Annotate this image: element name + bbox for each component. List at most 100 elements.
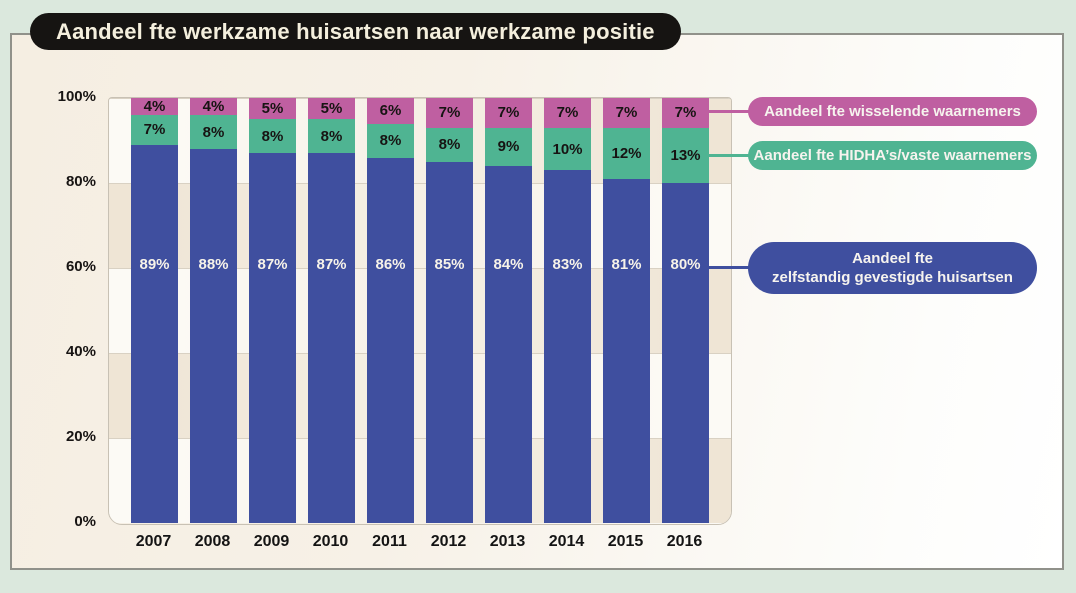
x-tick-label-2007: 2007 xyxy=(135,533,172,550)
legend-pill-hidha: Aandeel fte HIDHA’s/vaste waarnemers xyxy=(748,141,1037,170)
bar-segment-pink-2011: 6% xyxy=(367,98,414,124)
bar-segment-blue-2016 xyxy=(662,183,709,523)
bars-container: 4% 7% 89% 4% 8% 88% 5% 8% 87% 5% 8% 87% 6% 8% 86% 7% 8% 8… xyxy=(109,98,731,523)
segment-value-label: 81% xyxy=(611,256,642,273)
legend-pill-wisselende: Aandeel fte wisselende waarnemers xyxy=(748,97,1037,126)
legend-label-wisselende: Aandeel fte wisselende waarnemers xyxy=(764,103,1021,120)
segment-value-label: 8% xyxy=(379,132,402,149)
bar-segment-green-2015: 12% xyxy=(603,127,650,179)
bar-group-2008: 4% 8% 88% xyxy=(190,98,237,523)
x-tick-label-2010: 2010 xyxy=(312,533,349,550)
bar-segment-pink-2015: 7% xyxy=(603,98,650,128)
segment-value-label: 89% xyxy=(139,256,170,273)
x-tick-label-2016: 2016 xyxy=(666,533,703,550)
segment-value-label: 87% xyxy=(257,256,288,273)
segment-value-label: 5% xyxy=(261,100,284,118)
segment-value-label: 86% xyxy=(375,256,406,273)
segment-value-label: 84% xyxy=(493,256,524,273)
y-tick-label: 60% xyxy=(65,258,96,275)
segment-value-label: 5% xyxy=(320,100,343,118)
x-tick-label-2009: 2009 xyxy=(253,533,290,550)
segment-value-label: 4% xyxy=(143,98,166,115)
bar-group-2011: 6% 8% 86% xyxy=(367,98,414,523)
segment-value-label: 7% xyxy=(438,104,461,122)
segment-value-label: 8% xyxy=(261,127,284,145)
bar-segment-blue-2015 xyxy=(603,178,650,523)
segment-value-label: 88% xyxy=(198,256,229,273)
chart-title: Aandeel fte werkzame huisartsen naar wer… xyxy=(56,18,655,44)
x-axis: 2007 2008 2009 2010 2011 2012 2013 2014 2015 2016 xyxy=(108,533,730,551)
bar-segment-blue-2012 xyxy=(426,161,473,523)
segment-value-label: 10% xyxy=(552,140,583,158)
bar-segment-blue-2007 xyxy=(131,144,178,523)
x-tick-label-2008: 2008 xyxy=(194,533,231,550)
segment-value-label: 9% xyxy=(497,138,520,156)
legend-pill-zelfstandig: Aandeel fte zelfstandig gevestigde huisa… xyxy=(748,242,1037,294)
bar-segment-green-2010: 8% xyxy=(308,119,355,154)
segment-value-label: 8% xyxy=(438,136,461,154)
chart-title-pill: Aandeel fte werkzame huisartsen naar wer… xyxy=(30,13,681,50)
y-axis: 100% 80% 60% 40% 20% 0% xyxy=(30,88,100,530)
x-tick-label-2012: 2012 xyxy=(430,533,467,550)
bar-segment-green-2007: 7% xyxy=(131,115,178,145)
plot-area: 4% 7% 89% 4% 8% 88% 5% 8% 87% 5% 8% 87% 6% 8% 86% 7% 8% 8… xyxy=(108,97,732,525)
bar-group-2016: 7% 13% 80% xyxy=(662,98,709,523)
segment-value-label: 87% xyxy=(316,256,347,273)
bar-segment-green-2009: 8% xyxy=(249,119,296,154)
bar-segment-green-2016: 13% xyxy=(662,127,709,183)
bar-segment-pink-2012: 7% xyxy=(426,98,473,128)
y-tick-label: 100% xyxy=(57,88,96,105)
segment-value-label: 83% xyxy=(552,256,583,273)
x-tick-label-2011: 2011 xyxy=(372,533,407,550)
y-tick-label: 20% xyxy=(65,428,96,445)
y-tick-label: 80% xyxy=(65,173,96,190)
bar-segment-pink-2007: 4% xyxy=(131,98,178,115)
bar-segment-blue-2008 xyxy=(190,149,237,523)
legend-connector-hidha xyxy=(702,154,749,157)
legend-connector-zelfstandig xyxy=(702,266,749,269)
bar-segment-blue-2013 xyxy=(485,166,532,523)
x-tick-label-2014: 2014 xyxy=(548,533,585,550)
segment-value-label: 12% xyxy=(611,144,642,162)
bar-segment-green-2008: 8% xyxy=(190,115,237,149)
bar-segment-green-2011: 8% xyxy=(367,123,414,158)
bar-group-2012: 7% 8% 85% xyxy=(426,98,473,523)
bar-segment-pink-2010: 5% xyxy=(308,98,355,120)
legend-label-hidha: Aandeel fte HIDHA’s/vaste waarnemers xyxy=(753,147,1032,164)
bar-segment-green-2012: 8% xyxy=(426,127,473,162)
bar-group-2015: 7% 12% 81% xyxy=(603,98,650,523)
bar-group-2010: 5% 8% 87% xyxy=(308,98,355,523)
x-tick-label-2015: 2015 xyxy=(607,533,644,550)
legend-label-zelfstandig-line1: Aandeel fte xyxy=(852,250,933,267)
segment-value-label: 6% xyxy=(379,102,402,120)
bar-group-2009: 5% 8% 87% xyxy=(249,98,296,523)
bar-segment-pink-2014: 7% xyxy=(544,98,591,128)
x-tick-label-2013: 2013 xyxy=(489,533,526,550)
segment-value-label: 8% xyxy=(202,123,225,141)
bar-segment-pink-2013: 7% xyxy=(485,98,532,128)
segment-value-label: 85% xyxy=(434,256,465,273)
bar-segment-blue-2011 xyxy=(367,157,414,523)
bar-segment-pink-2016: 7% xyxy=(662,98,709,128)
bar-group-2013: 7% 9% 84% xyxy=(485,98,532,523)
y-tick-label: 0% xyxy=(74,513,96,530)
segment-value-label: 7% xyxy=(143,121,166,139)
bar-segment-blue-2010 xyxy=(308,153,355,523)
bar-group-2007: 4% 7% 89% xyxy=(131,98,178,523)
segment-value-label: 4% xyxy=(202,98,225,115)
segment-value-label: 8% xyxy=(320,127,343,145)
segment-value-label: 13% xyxy=(670,146,701,164)
segment-value-label: 80% xyxy=(670,256,701,273)
segment-value-label: 7% xyxy=(556,104,579,122)
y-tick-label: 40% xyxy=(65,343,96,360)
bar-group-2014: 7% 10% 83% xyxy=(544,98,591,523)
bar-segment-pink-2008: 4% xyxy=(190,98,237,115)
bar-segment-blue-2009 xyxy=(249,153,296,523)
segment-value-label: 7% xyxy=(674,104,697,122)
legend-label-zelfstandig-line2: zelfstandig gevestigde huisartsen xyxy=(772,269,1013,286)
segment-value-label: 7% xyxy=(615,104,638,122)
bar-segment-green-2014: 10% xyxy=(544,127,591,171)
segment-value-label: 7% xyxy=(497,104,520,122)
bar-segment-pink-2009: 5% xyxy=(249,98,296,120)
